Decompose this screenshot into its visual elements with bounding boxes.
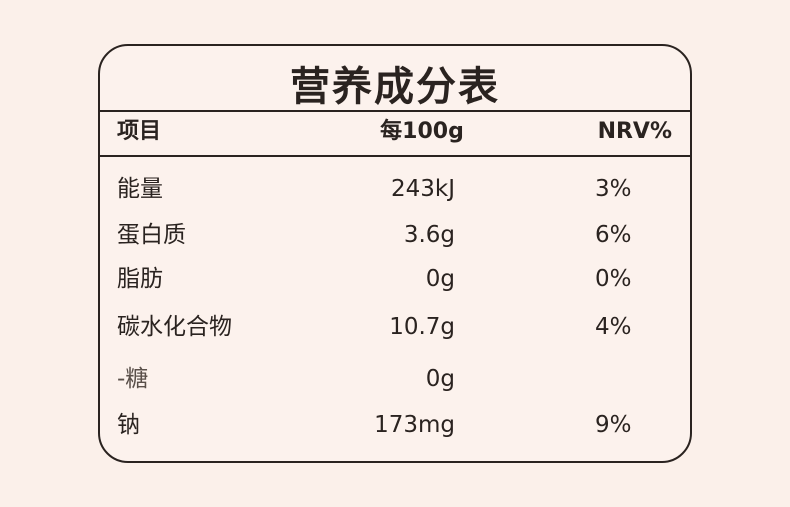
title-rule (100, 110, 690, 112)
nrv: 4% (595, 314, 632, 340)
title: 营养成分表 (290, 64, 500, 110)
nutrition-card: 营养成分表 项目 每100g NRV% 能量 243kJ 3% 蛋白质 3.6g 6% 脂肪 0g 0… (98, 44, 692, 463)
nutrient-name: 能量 (117, 176, 163, 202)
amount: 3.6g (403, 222, 455, 248)
nrv: 3% (595, 176, 632, 202)
nutrient-name: 蛋白质 (117, 222, 186, 248)
nrv: 9% (595, 412, 632, 438)
column-header: 项目 (117, 119, 162, 144)
column-header: NRV% (597, 119, 672, 144)
nutrient-name: 碳水化合物 (117, 314, 232, 340)
amount: 0g (425, 366, 455, 392)
amount: 10.7g (389, 314, 455, 340)
amount: 173mg (374, 412, 455, 438)
amount: 243kJ (390, 176, 455, 202)
header-rule (100, 155, 690, 157)
nrv: 6% (595, 222, 632, 248)
nrv: 0% (595, 266, 632, 292)
nutrient-name: -糖 (117, 366, 149, 392)
amount: 0g (425, 266, 455, 292)
nutrient-name: 脂肪 (117, 266, 163, 292)
nutrient-name: 钠 (117, 412, 140, 438)
